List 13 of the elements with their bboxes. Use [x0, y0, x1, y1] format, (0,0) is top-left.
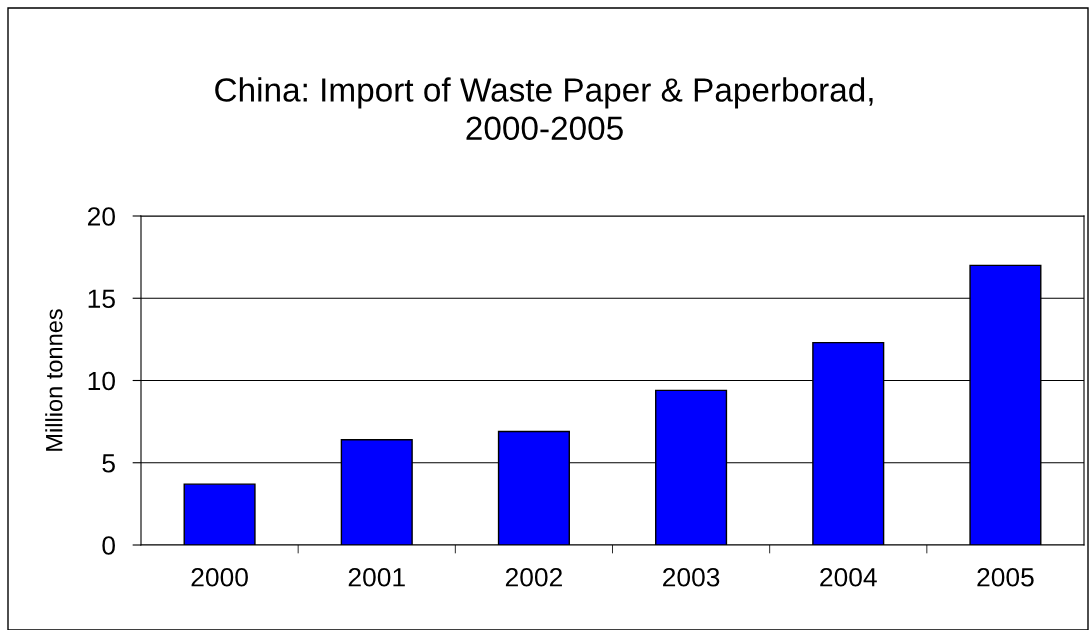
chart-title: China: Import of Waste Paper & Paperborad, 2000-2005: [215, 77, 873, 141]
x-tick-label: 2003: [663, 567, 720, 587]
y-tick-label: 5: [102, 454, 115, 473]
y-tick-label: 15: [88, 289, 115, 309]
x-tick-label: 2000: [191, 567, 248, 587]
x-tick-label: 2001: [348, 567, 405, 587]
y-tick-label: 20: [87, 207, 115, 226]
y-tick-label: 0: [102, 536, 115, 555]
y-tick-label: 10: [88, 371, 115, 391]
x-tick-label: 2004: [820, 567, 877, 587]
x-tick-label: 2005: [977, 567, 1034, 587]
y-axis-title: Million tonnes: [45, 309, 63, 451]
x-tick-label: 2002: [505, 567, 562, 587]
